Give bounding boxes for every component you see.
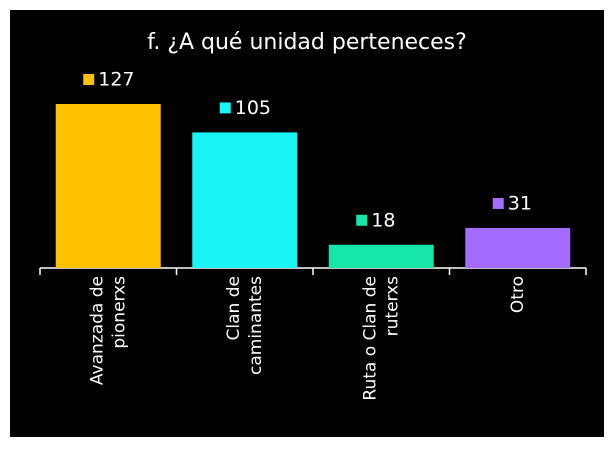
- x-tick-label: ruterxs: [382, 276, 402, 336]
- bar: [192, 132, 298, 268]
- bar: [465, 227, 571, 268]
- x-tick-label: pionerxs: [109, 276, 129, 349]
- value-label-swatch: [356, 214, 368, 226]
- value-label-swatch: [492, 197, 504, 209]
- x-tick-label: Otro: [508, 276, 528, 313]
- value-label: 127: [98, 69, 134, 91]
- x-tick-label: Avanzada de: [87, 276, 107, 385]
- value-label: 31: [508, 192, 532, 214]
- bar: [328, 244, 434, 268]
- x-tick-label: caminantes: [246, 276, 266, 375]
- chart-title: f. ¿A qué unidad perteneces?: [147, 30, 467, 55]
- value-label: 18: [371, 209, 395, 231]
- value-label-swatch: [219, 102, 231, 114]
- bar: [55, 104, 161, 268]
- x-tick-label: Ruta o Clan de: [360, 276, 380, 401]
- value-label: 105: [235, 97, 271, 119]
- value-label-swatch: [83, 74, 95, 85]
- x-tick-label: Clan de: [224, 276, 244, 340]
